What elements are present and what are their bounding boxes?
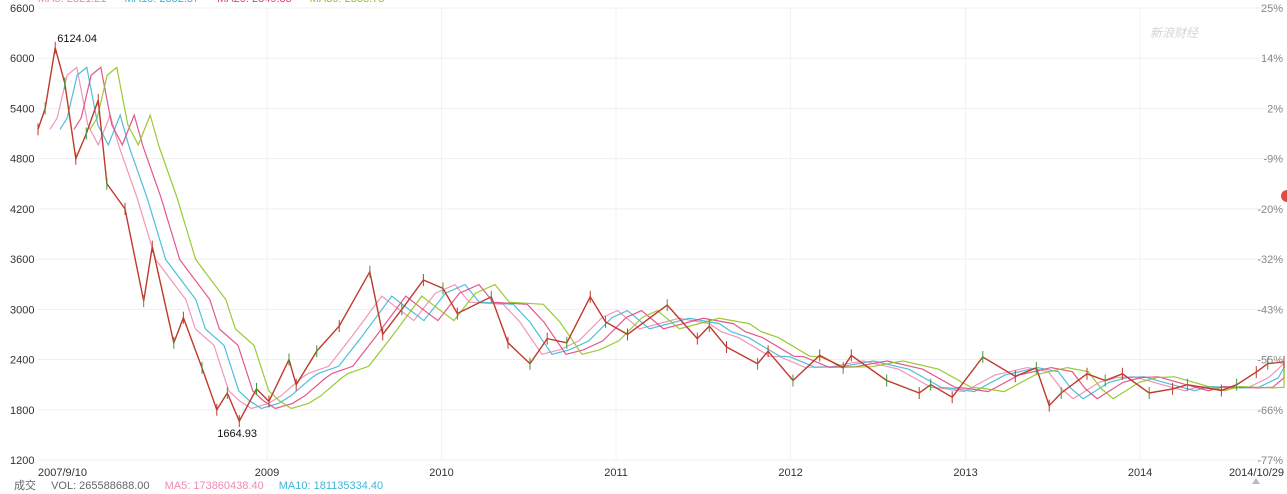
y-tick-label: 3600 bbox=[10, 254, 34, 266]
y-tick-label: 4200 bbox=[10, 204, 34, 216]
x-tick-label: 2011 bbox=[604, 467, 628, 479]
x-tick-label: 2010 bbox=[429, 467, 453, 479]
scroll-up-arrow[interactable] bbox=[1252, 478, 1260, 484]
right-tick-label: -20% bbox=[1257, 204, 1283, 216]
volume-ma5: MA5: 173860438.40 bbox=[164, 480, 264, 492]
x-tick-label: 2012 bbox=[778, 467, 802, 479]
y-tick-label: 6600 bbox=[10, 3, 34, 15]
ma-legend: MA5: 2321.21 MA10: 2332.87 MA20: 2349.33 MA… bbox=[38, 0, 402, 5]
right-tick-label: 2% bbox=[1267, 103, 1283, 115]
ma-line bbox=[89, 66, 1285, 410]
y-tick-label: 3000 bbox=[10, 304, 34, 316]
right-tick-label: -9% bbox=[1263, 154, 1283, 166]
x-tick-label: 2014/10/29 bbox=[1229, 467, 1284, 479]
right-tick-label: 14% bbox=[1261, 53, 1283, 65]
current-price-marker[interactable] bbox=[1281, 190, 1287, 202]
volume-value: VOL: 265588688.00 bbox=[51, 480, 150, 492]
grid-lines bbox=[38, 7, 1284, 461]
right-axis-labels: -77% -66% -55% -43% -32% -20% -9% 2% 14% 25% bbox=[1257, 3, 1283, 467]
volume-legend: 成交 VOL: 265588688.00 MA5: 173860438.40 M… bbox=[14, 477, 395, 493]
y-axis-labels: 1200 1800 2400 3000 3600 4200 4800 5400 6000 6600 bbox=[10, 3, 34, 467]
annotations: 6124.04 1664.93 bbox=[57, 33, 257, 440]
ma-line bbox=[73, 66, 1285, 410]
price-series bbox=[37, 41, 1285, 428]
x-axis-labels: 2007/9/10 2009 2010 2011 2012 2013 2014 2014/10… bbox=[38, 467, 1284, 479]
y-tick-label: 2400 bbox=[10, 355, 34, 367]
legend-item: MA30: 2368.78 bbox=[310, 0, 385, 5]
legend-item: MA20: 2349.33 bbox=[217, 0, 292, 5]
volume-ma10: MA10: 181135334.40 bbox=[278, 480, 384, 492]
right-tick-label: -66% bbox=[1257, 405, 1283, 417]
x-tick-label: 2009 bbox=[255, 467, 279, 479]
extreme-label: 1664.93 bbox=[217, 428, 257, 440]
y-tick-label: 5400 bbox=[10, 103, 34, 115]
volume-prefix: 成交 bbox=[14, 480, 36, 492]
y-tick-label: 6000 bbox=[10, 53, 34, 65]
right-tick-label: -43% bbox=[1257, 304, 1283, 316]
right-tick-label: -77% bbox=[1257, 455, 1283, 467]
y-tick-label: 1200 bbox=[10, 455, 34, 467]
sina-watermark: 新浪财经 bbox=[1150, 26, 1199, 40]
legend-item: MA10: 2332.87 bbox=[125, 0, 200, 5]
right-tick-label: -32% bbox=[1257, 254, 1283, 266]
right-tick-label: -55% bbox=[1257, 355, 1283, 367]
y-tick-label: 1800 bbox=[10, 405, 34, 417]
extreme-label: 6124.04 bbox=[57, 33, 97, 45]
ma-line bbox=[49, 66, 1285, 410]
right-tick-label: 25% bbox=[1261, 3, 1283, 15]
y-tick-label: 4800 bbox=[10, 154, 34, 166]
ma-line bbox=[59, 66, 1285, 410]
legend-item: MA5: 2321.21 bbox=[38, 0, 107, 5]
price-line bbox=[37, 47, 1285, 423]
x-tick-label: 2007/9/10 bbox=[38, 467, 87, 479]
x-tick-label: 2014 bbox=[1128, 467, 1152, 479]
x-tick-label: 2013 bbox=[953, 467, 977, 479]
